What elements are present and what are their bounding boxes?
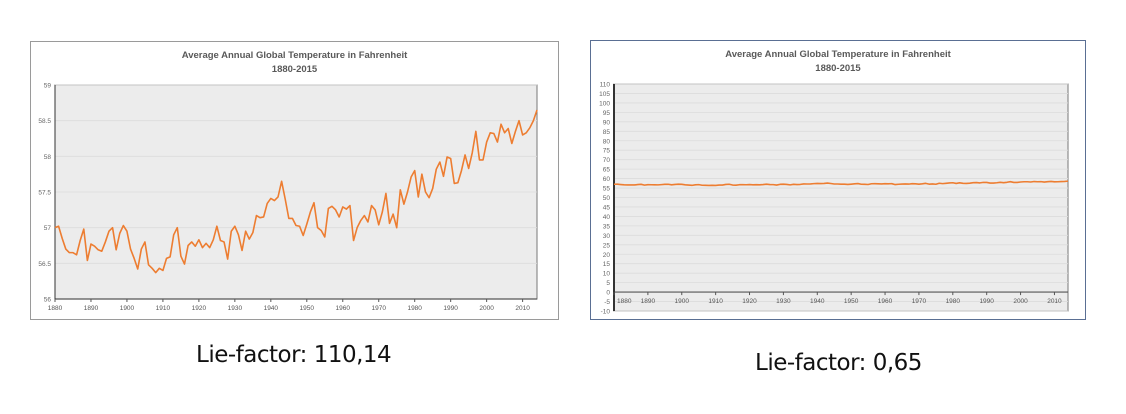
x-tick-label: 2010 xyxy=(515,305,530,312)
y-tick-label: 56.5 xyxy=(38,261,51,268)
x-tick-label: 1950 xyxy=(300,305,315,312)
chart-subtitle: 1880-2015 xyxy=(272,64,318,75)
y-tick-label: 45 xyxy=(603,204,611,211)
x-tick-label: 1980 xyxy=(946,298,961,305)
y-tick-label: 5 xyxy=(606,280,610,287)
y-tick-label: 85 xyxy=(603,129,611,136)
chart-right-svg: Average Annual Global Temperature in Fah… xyxy=(599,49,1069,316)
x-tick-label: 1950 xyxy=(844,298,859,305)
y-tick-label: 57 xyxy=(44,225,52,232)
y-tick-label: 40 xyxy=(603,214,611,221)
x-tick-label: 2010 xyxy=(1047,298,1062,305)
y-tick-label: 100 xyxy=(599,100,610,107)
x-tick-label: 1930 xyxy=(776,298,791,305)
y-tick-label: 15 xyxy=(603,261,611,268)
y-tick-label: 75 xyxy=(603,148,611,155)
chart-right: Average Annual Global Temperature in Fah… xyxy=(590,40,1086,320)
y-tick-label: 95 xyxy=(603,110,611,117)
x-tick-label: 1980 xyxy=(407,305,422,312)
x-tick-label: 1990 xyxy=(443,305,458,312)
x-tick-label: 1880 xyxy=(48,305,63,312)
x-tick-label: 1930 xyxy=(228,305,243,312)
x-tick-label: 1960 xyxy=(336,305,351,312)
y-tick-label: 80 xyxy=(603,138,611,145)
x-tick-label: 1920 xyxy=(192,305,207,312)
y-tick-label: 30 xyxy=(603,233,611,240)
x-tick-label: 1990 xyxy=(979,298,994,305)
y-tick-label: 50 xyxy=(603,195,611,202)
x-tick-label: 1940 xyxy=(264,305,279,312)
y-tick-label: 70 xyxy=(603,157,611,164)
caption-right: Lie-factor: 0,65 xyxy=(755,350,922,376)
x-tick-label: 2000 xyxy=(479,305,494,312)
y-tick-label: 90 xyxy=(603,119,611,126)
y-tick-label: 10 xyxy=(603,271,611,278)
y-tick-label: 25 xyxy=(603,242,611,249)
temperature-series-line xyxy=(613,180,1069,187)
y-tick-label: 55 xyxy=(603,186,611,193)
x-tick-label: 1960 xyxy=(878,298,893,305)
temperature-series-line xyxy=(54,109,538,274)
x-tick-label: 1970 xyxy=(912,298,927,305)
y-tick-label: 110 xyxy=(600,82,611,89)
y-tick-label: 0 xyxy=(606,290,610,297)
y-tick-label: 58.5 xyxy=(38,118,51,125)
y-tick-label: -10 xyxy=(601,309,611,316)
chart-title: Average Annual Global Temperature in Fah… xyxy=(725,49,951,60)
chart-left-svg: Average Annual Global Temperature in Fah… xyxy=(38,50,538,312)
y-tick-label: 58 xyxy=(44,154,52,161)
x-tick-label: 1900 xyxy=(120,305,135,312)
x-tick-label: 1910 xyxy=(156,305,171,312)
y-tick-label: -5 xyxy=(604,299,610,306)
x-tick-label: 1970 xyxy=(371,305,386,312)
y-tick-label: 56 xyxy=(44,297,52,304)
y-tick-label: 57.5 xyxy=(38,190,51,197)
y-tick-label: 60 xyxy=(603,176,611,183)
x-tick-label: 1920 xyxy=(742,298,757,305)
x-tick-label: 1890 xyxy=(641,298,656,305)
chart-title: Average Annual Global Temperature in Fah… xyxy=(182,50,408,61)
chart-subtitle: 1880-2015 xyxy=(815,63,861,74)
y-tick-label: 65 xyxy=(603,167,611,174)
y-tick-label: 35 xyxy=(603,223,611,230)
chart-left: Average Annual Global Temperature in Fah… xyxy=(30,41,559,320)
y-tick-label: 59 xyxy=(44,83,52,90)
caption-left: Lie-factor: 110,14 xyxy=(196,342,392,368)
x-tick-label: 1940 xyxy=(810,298,825,305)
y-tick-label: 105 xyxy=(599,91,610,98)
y-tick-label: 20 xyxy=(603,252,611,259)
x-tick-label: 1910 xyxy=(708,298,723,305)
x-tick-label: 1890 xyxy=(84,305,99,312)
x-tick-label: 1880 xyxy=(617,298,632,305)
x-tick-label: 1900 xyxy=(675,298,690,305)
x-tick-label: 2000 xyxy=(1013,298,1028,305)
